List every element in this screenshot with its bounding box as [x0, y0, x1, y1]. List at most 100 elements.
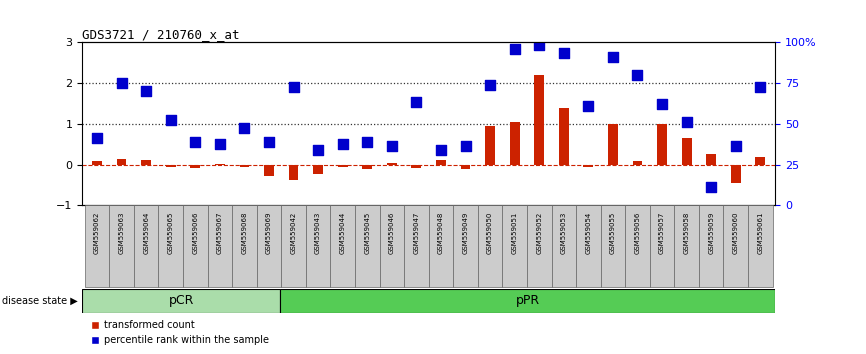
Point [385, 143, 398, 149]
FancyBboxPatch shape [232, 205, 256, 287]
Text: GDS3721 / 210760_x_at: GDS3721 / 210760_x_at [82, 28, 240, 41]
Bar [731, 165, 740, 183]
Bar [362, 165, 372, 170]
Text: GSM559044: GSM559044 [339, 212, 346, 254]
FancyBboxPatch shape [256, 205, 281, 287]
Point [434, 148, 448, 153]
Text: GSM559047: GSM559047 [413, 212, 419, 254]
Text: GSM559063: GSM559063 [119, 212, 125, 254]
Text: GSM559056: GSM559056 [635, 212, 641, 254]
Text: GSM559049: GSM559049 [462, 212, 469, 254]
Bar [313, 165, 323, 173]
Text: disease state ▶: disease state ▶ [3, 296, 78, 306]
Text: GSM559069: GSM559069 [266, 212, 272, 254]
Point [311, 148, 325, 153]
FancyBboxPatch shape [306, 205, 331, 287]
FancyBboxPatch shape [158, 205, 183, 287]
FancyBboxPatch shape [85, 205, 109, 287]
Text: GSM559065: GSM559065 [168, 212, 174, 254]
FancyBboxPatch shape [650, 205, 675, 287]
Text: GSM559053: GSM559053 [561, 212, 566, 254]
Text: GSM559046: GSM559046 [389, 212, 395, 254]
Bar [191, 165, 200, 168]
Bar [707, 154, 716, 165]
FancyBboxPatch shape [478, 205, 502, 287]
Text: GSM559051: GSM559051 [512, 212, 518, 254]
Point [188, 139, 202, 145]
Bar [281, 289, 775, 313]
FancyBboxPatch shape [527, 205, 552, 287]
Text: GSM559062: GSM559062 [94, 212, 100, 254]
FancyBboxPatch shape [379, 205, 404, 287]
Text: GSM559055: GSM559055 [610, 212, 616, 254]
FancyBboxPatch shape [134, 205, 158, 287]
FancyBboxPatch shape [208, 205, 232, 287]
FancyBboxPatch shape [748, 205, 772, 287]
Point [459, 143, 473, 149]
FancyBboxPatch shape [502, 205, 527, 287]
Point [656, 101, 669, 107]
Point [581, 103, 595, 108]
Text: GSM559061: GSM559061 [758, 212, 763, 254]
Text: GSM559067: GSM559067 [216, 212, 223, 254]
Text: GSM559060: GSM559060 [733, 212, 739, 254]
Text: GSM559045: GSM559045 [365, 212, 371, 254]
Text: GSM559066: GSM559066 [192, 212, 198, 254]
Bar [584, 165, 593, 167]
FancyBboxPatch shape [404, 205, 429, 287]
Text: GSM559043: GSM559043 [315, 212, 321, 254]
Point [139, 88, 153, 94]
Point [213, 142, 227, 147]
FancyBboxPatch shape [723, 205, 748, 287]
Point [704, 184, 718, 190]
Point [410, 99, 423, 104]
FancyBboxPatch shape [355, 205, 379, 287]
Bar [510, 122, 520, 165]
Text: GSM559057: GSM559057 [659, 212, 665, 254]
FancyBboxPatch shape [552, 205, 576, 287]
Text: GSM559058: GSM559058 [683, 212, 689, 254]
Text: GSM559068: GSM559068 [242, 212, 248, 254]
FancyBboxPatch shape [601, 205, 625, 287]
Bar [608, 124, 617, 165]
Text: GSM559048: GSM559048 [438, 212, 444, 254]
Point [237, 125, 251, 131]
FancyBboxPatch shape [331, 205, 355, 287]
Bar [240, 165, 249, 167]
Bar [117, 159, 126, 165]
Text: GSM559042: GSM559042 [291, 212, 296, 254]
Point [287, 85, 301, 90]
Bar [141, 160, 151, 165]
Legend: transformed count, percentile rank within the sample: transformed count, percentile rank withi… [87, 316, 273, 349]
Point [262, 139, 276, 145]
Bar [411, 165, 421, 168]
Point [606, 54, 620, 59]
Bar [338, 165, 347, 167]
Point [533, 42, 546, 47]
FancyBboxPatch shape [625, 205, 650, 287]
Bar [215, 164, 225, 165]
FancyBboxPatch shape [453, 205, 478, 287]
FancyBboxPatch shape [576, 205, 601, 287]
Bar [264, 165, 274, 176]
Point [164, 117, 178, 123]
Text: GSM559050: GSM559050 [487, 212, 493, 254]
FancyBboxPatch shape [281, 205, 306, 287]
Point [114, 80, 128, 86]
Bar [436, 160, 446, 165]
Point [630, 72, 644, 78]
Point [483, 82, 497, 88]
Text: GSM559059: GSM559059 [708, 212, 714, 254]
Bar [632, 161, 643, 165]
Text: GSM559052: GSM559052 [536, 212, 542, 254]
Point [753, 85, 767, 90]
Bar [682, 138, 692, 165]
Text: pCR: pCR [169, 295, 194, 307]
FancyBboxPatch shape [183, 205, 208, 287]
Bar [657, 124, 667, 165]
Bar [534, 75, 544, 165]
Bar [387, 162, 397, 165]
Point [557, 50, 571, 56]
FancyBboxPatch shape [109, 205, 134, 287]
Point [360, 139, 374, 145]
